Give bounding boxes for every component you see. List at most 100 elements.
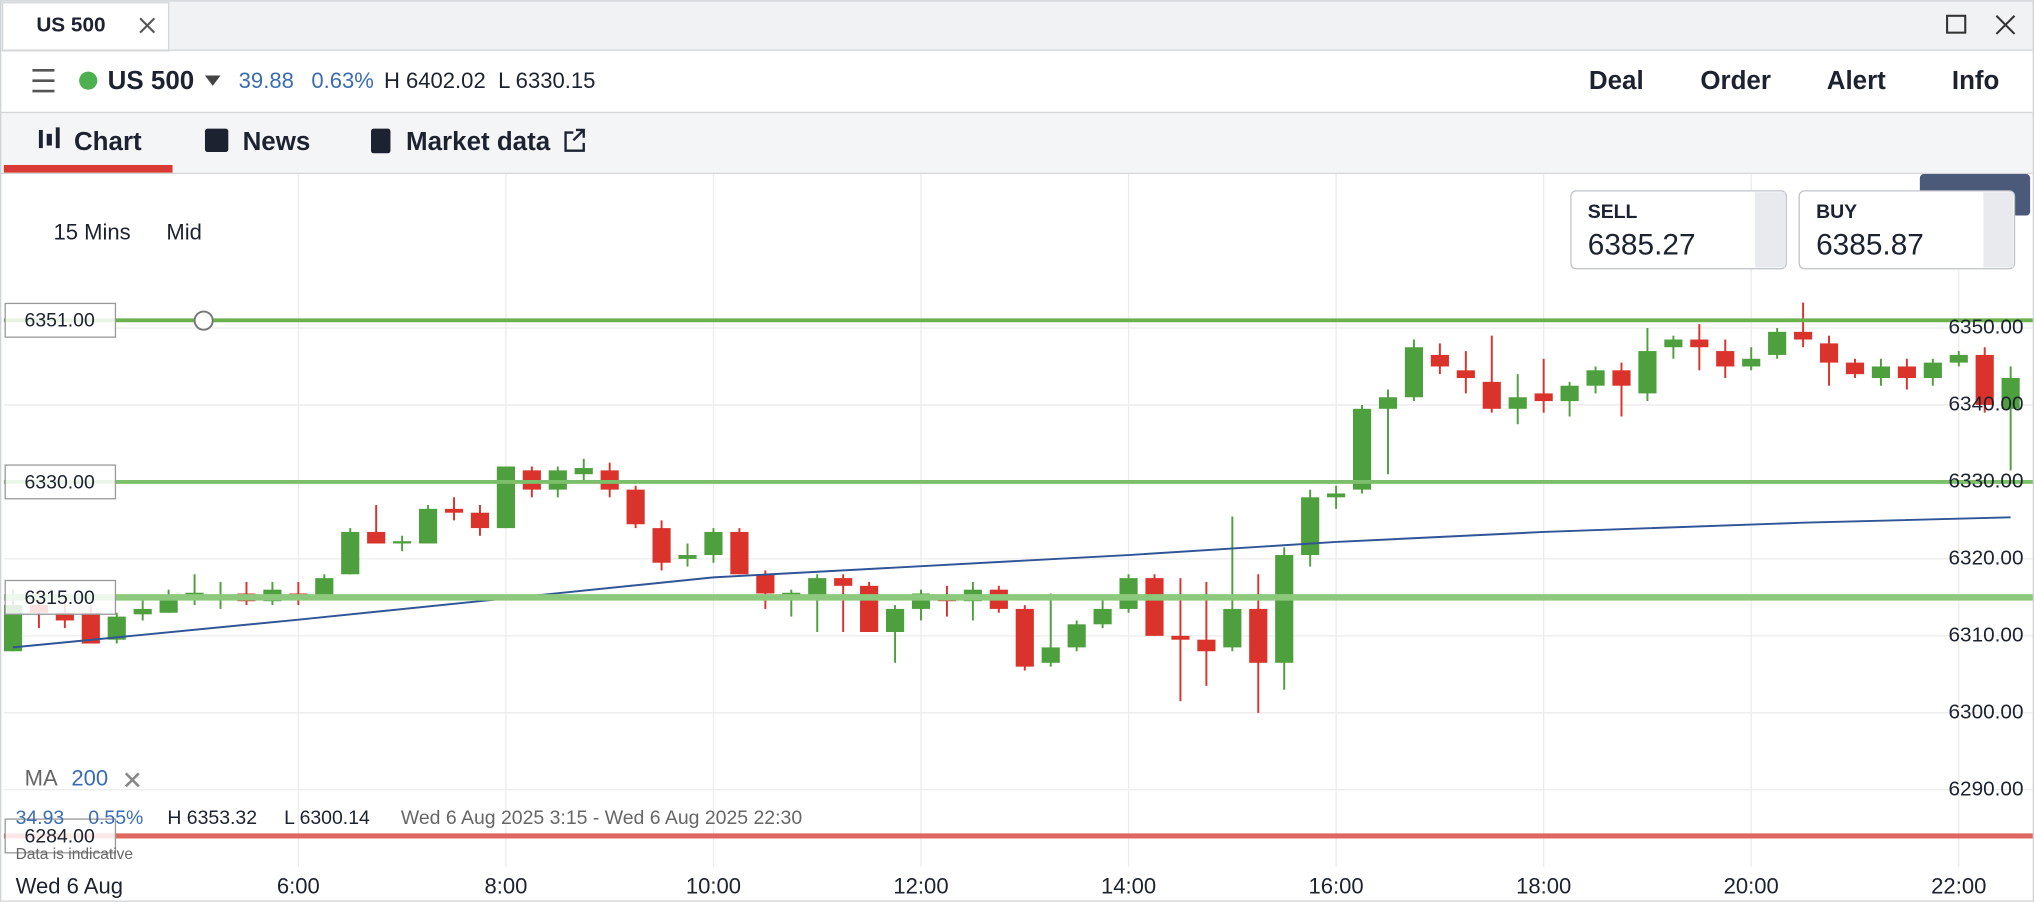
y-tick-label: 6350.00: [1948, 315, 2023, 338]
order-button[interactable]: Order: [1700, 67, 1771, 95]
market-data-tab[interactable]: Market data: [406, 128, 551, 156]
sell-box-strip: [1755, 192, 1785, 268]
candle-body: [1327, 493, 1346, 498]
candle-body: [1352, 408, 1372, 490]
candle-body: [1482, 381, 1501, 409]
range-high: H 6353.32: [167, 807, 257, 829]
candle-body: [1871, 366, 1891, 379]
buy-label: BUY: [1816, 201, 1857, 223]
alert-button[interactable]: Alert: [1827, 67, 1886, 95]
sell-price: 6385.27: [1588, 229, 1696, 262]
candle-body: [1742, 358, 1761, 367]
y-tick-label: 6340.00: [1948, 392, 2023, 415]
candle-body: [81, 612, 100, 644]
x-tick-label: 6:00: [277, 873, 320, 898]
candle-body: [1301, 497, 1320, 556]
sell-box[interactable]: [1570, 190, 1787, 270]
deal-button[interactable]: Deal: [1589, 67, 1644, 95]
close-tab-icon[interactable]: [139, 17, 156, 34]
candle-body: [860, 585, 879, 633]
price-level-label: 6284.00: [25, 825, 95, 847]
candle-body: [1664, 339, 1683, 348]
range-dates: Wed 6 Aug 2025 3:15 - Wed 6 Aug 2025 22:…: [401, 807, 802, 829]
price-type-selector[interactable]: Mid: [166, 220, 202, 245]
moving-average-line: [12, 516, 2011, 649]
candle-body: [1197, 639, 1216, 652]
indicator-period: 200: [71, 766, 108, 791]
external-link-icon: [564, 128, 585, 152]
x-tick-label: 14:00: [1101, 873, 1156, 898]
chart-tab-icon: [38, 127, 60, 149]
candle-body: [1378, 397, 1398, 409]
info-button[interactable]: Info: [1952, 67, 2000, 95]
date-label: Wed 6 Aug: [16, 873, 123, 898]
day-high: H 6402.02: [384, 68, 486, 93]
candle-body: [1067, 624, 1086, 648]
candle-body: [730, 531, 749, 575]
indicator-name: MA: [25, 766, 58, 791]
instrument-dropdown[interactable]: [204, 75, 221, 86]
window-tab[interactable]: [1, 2, 170, 52]
range-low: L 6300.14: [284, 807, 370, 829]
candle-body: [185, 592, 204, 595]
price-level-label: 6330.00: [25, 471, 95, 493]
remove-indicator-icon[interactable]: [124, 772, 140, 788]
candle-body: [1923, 362, 1942, 379]
level-handle[interactable]: [193, 310, 214, 331]
candle-body: [1093, 608, 1112, 625]
candle-body: [1897, 366, 1916, 379]
range-change: 34.93: [16, 807, 65, 829]
buy-button[interactable]: BUY 6385.87: [1798, 190, 2016, 270]
candle-body: [1586, 370, 1605, 386]
candle-body: [470, 512, 490, 529]
candle-body: [496, 466, 515, 529]
candle-body: [1534, 393, 1553, 402]
candle-body: [782, 592, 801, 595]
y-tick-label: 6330.00: [1948, 469, 2023, 492]
news-tab[interactable]: News: [243, 128, 311, 156]
x-tick-label: 12:00: [893, 873, 948, 898]
instrument-name[interactable]: US 500: [108, 67, 195, 95]
maximize-icon[interactable]: [1946, 14, 1967, 34]
price-level-box: [4, 579, 117, 615]
price-level-box: [4, 464, 117, 500]
tab-row: [0, 111, 2034, 173]
status-dot: [79, 71, 98, 90]
chart-tab[interactable]: Chart: [74, 128, 142, 156]
close-window-icon[interactable]: [1995, 15, 2016, 35]
menu-icon[interactable]: [32, 68, 55, 93]
buy-box-strip: [1983, 192, 2014, 268]
y-tick-label: 6290.00: [1948, 777, 2023, 800]
candle-body: [367, 531, 386, 544]
candle-body: [626, 489, 645, 525]
candle-body: [1249, 608, 1268, 663]
candle-body: [1690, 339, 1709, 348]
x-tick-label: 22:00: [1931, 873, 1986, 898]
candle-body: [55, 612, 74, 621]
sell-button[interactable]: SELL 6385.27: [1570, 190, 1787, 270]
candle-body: [808, 578, 827, 598]
tab-strip: [0, 0, 2034, 50]
candle-body: [1275, 555, 1294, 663]
change: 39.88: [239, 68, 294, 93]
x-tick-label: 8:00: [484, 873, 527, 898]
price-level-label: 6315.00: [25, 587, 95, 609]
candle-body: [885, 608, 905, 633]
candle-body: [1819, 343, 1839, 363]
candle-body: [2001, 378, 2020, 409]
candle-body: [574, 468, 593, 475]
candle-body: [418, 508, 438, 544]
candle-body: [1404, 347, 1424, 398]
day-low: L 6330.15: [498, 68, 595, 93]
candle-body: [341, 531, 360, 575]
x-tick-label: 18:00: [1516, 873, 1571, 898]
candle-body: [652, 528, 671, 563]
buy-box[interactable]: [1798, 190, 2016, 270]
candle-body: [1716, 351, 1735, 367]
candle-body: [393, 541, 412, 544]
axes: 6:00 8:00 10:00 12:00 14:00 16:00 18:00 20:00 22…: [277, 315, 2024, 898]
price-levels: 6351.00 6330.00 6315.00 6284.00: [3, 302, 2034, 854]
interval-selector[interactable]: 15 Mins: [53, 220, 130, 245]
